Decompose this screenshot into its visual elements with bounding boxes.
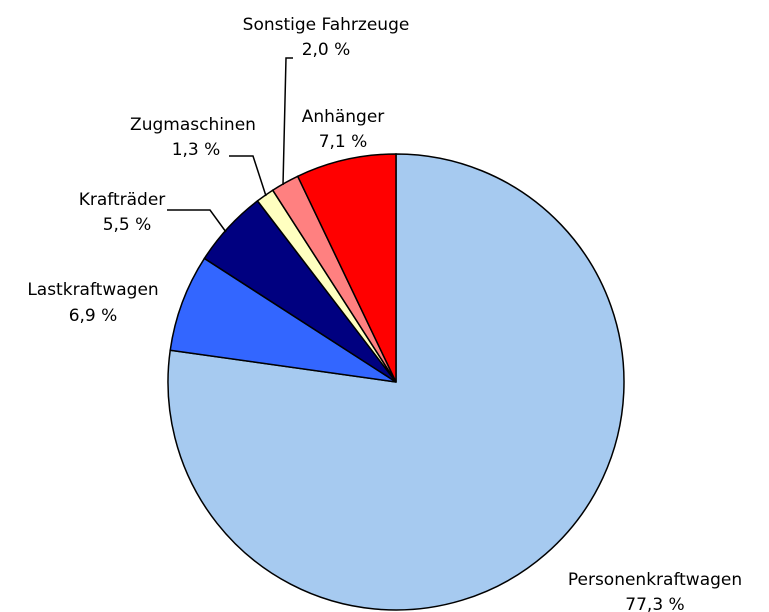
category-label: Anhänger — [302, 107, 385, 127]
leader-line — [229, 155, 267, 197]
category-label: Krafträder — [79, 190, 166, 210]
category-label: Sonstige Fahrzeuge — [243, 15, 410, 35]
pie — [167, 153, 625, 611]
value-label: 5,5 % — [103, 215, 152, 235]
leader-line — [282, 57, 293, 186]
leader-line — [167, 209, 227, 233]
value-label: 77,3 % — [625, 595, 684, 612]
category-label: Personenkraftwagen — [568, 570, 742, 590]
category-label: Lastkraftwagen — [27, 280, 158, 300]
category-label: Zugmaschinen — [130, 115, 256, 135]
value-label: 6,9 % — [69, 306, 118, 326]
value-label: 1,3 % — [172, 140, 221, 160]
value-label: 7,1 % — [319, 132, 368, 152]
pie-slice — [296, 153, 397, 383]
value-label: 2,0 % — [302, 40, 351, 60]
